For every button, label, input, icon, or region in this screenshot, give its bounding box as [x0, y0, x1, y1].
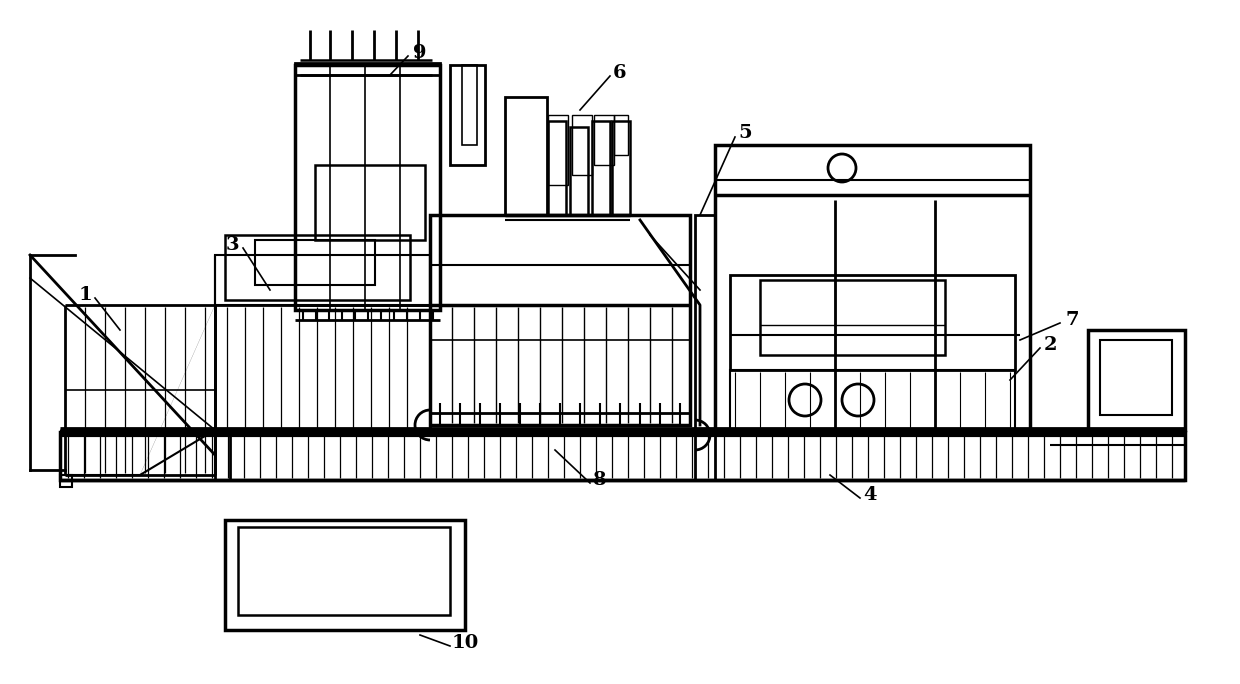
Bar	[1087, 330, 1185, 430]
Text: 4: 4	[863, 486, 877, 504]
Text: 8: 8	[593, 471, 606, 489]
Text: 10: 10	[451, 634, 479, 652]
Bar	[570, 124, 588, 215]
Bar	[60, 475, 72, 487]
Bar	[694, 430, 715, 480]
Bar	[1100, 340, 1172, 415]
Bar	[594, 115, 614, 165]
Bar	[760, 280, 945, 355]
Bar	[614, 115, 627, 155]
Bar	[215, 255, 430, 305]
Bar	[613, 129, 630, 215]
Bar	[450, 65, 485, 165]
Text: 6: 6	[614, 64, 626, 82]
Text: 7: 7	[1065, 311, 1079, 329]
Bar	[255, 240, 374, 285]
Bar	[224, 235, 410, 300]
Bar	[215, 305, 430, 430]
Bar	[505, 97, 547, 215]
Text: 9: 9	[413, 44, 427, 62]
Bar	[463, 65, 477, 145]
Bar	[694, 215, 715, 435]
Bar	[430, 215, 689, 425]
Bar	[548, 125, 565, 215]
Bar	[730, 275, 1016, 370]
Bar	[591, 129, 610, 215]
Bar	[295, 65, 440, 310]
Text: 2: 2	[1043, 336, 1056, 354]
Bar	[215, 430, 229, 480]
Bar	[60, 432, 1185, 480]
Bar	[224, 520, 465, 630]
Text: 1: 1	[78, 286, 92, 304]
Text: 5: 5	[738, 124, 751, 142]
Text: 3: 3	[226, 236, 239, 254]
Bar	[730, 370, 1016, 430]
Bar	[572, 115, 591, 175]
Bar	[548, 115, 568, 185]
Bar	[315, 165, 425, 240]
Bar	[715, 145, 1030, 430]
Bar	[238, 527, 450, 615]
Bar	[295, 63, 440, 75]
